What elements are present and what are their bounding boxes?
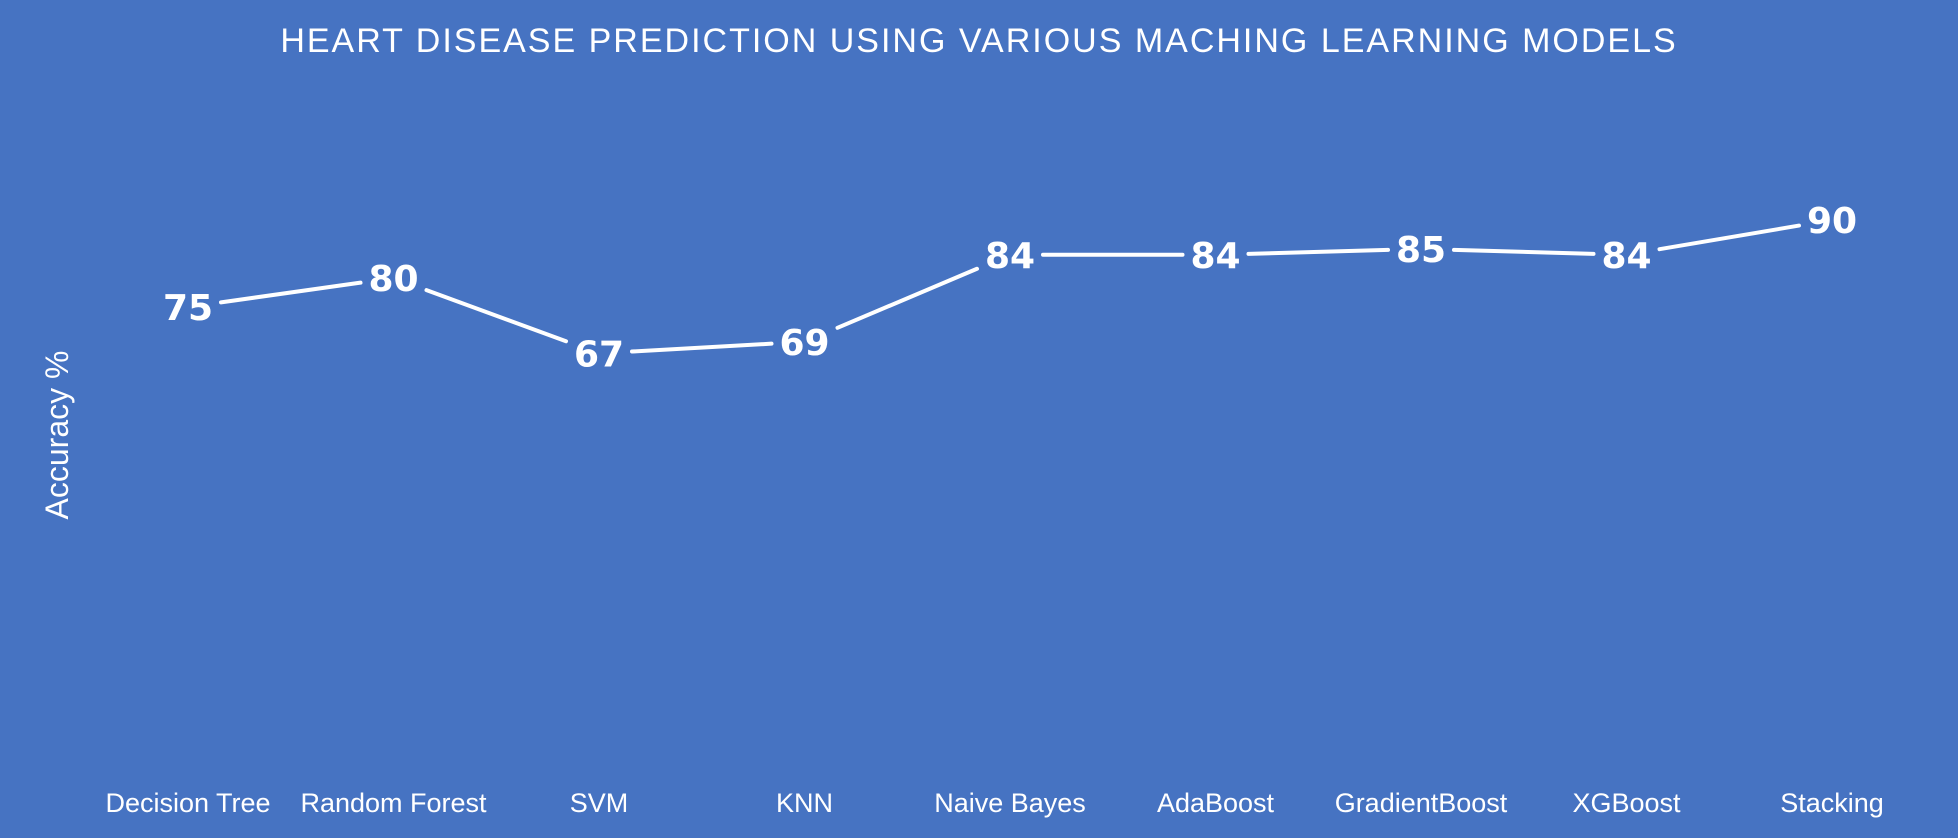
- category-label: XGBoost: [1572, 788, 1681, 818]
- category-label: GradientBoost: [1335, 788, 1508, 818]
- line-segment: [219, 280, 363, 305]
- data-label: 84: [1190, 236, 1240, 277]
- chart-title: HEART DISEASE PREDICTION USING VARIOUS M…: [280, 22, 1677, 60]
- category-labels: Decision Tree Random Forest SVM KNN Naive Ba…: [105, 788, 1883, 818]
- data-label: 67: [574, 334, 624, 375]
- data-label: 75: [163, 288, 213, 329]
- data-labels: 75 80 67 69 84 84 85 84 90: [163, 201, 1857, 375]
- category-label: AdaBoost: [1157, 788, 1275, 818]
- line-segment: [630, 341, 774, 354]
- line-segment: [1452, 247, 1596, 256]
- category-label: Random Forest: [300, 788, 487, 818]
- data-label: 80: [368, 259, 418, 300]
- category-label: SVM: [570, 788, 629, 818]
- line-segment: [1657, 223, 1801, 252]
- category-label: Stacking: [1780, 788, 1884, 818]
- data-label: 69: [779, 323, 829, 364]
- category-label: KNN: [776, 788, 833, 818]
- category-label: Decision Tree: [105, 788, 270, 818]
- drop-lines: [187, 243, 1833, 760]
- data-label: 90: [1807, 201, 1857, 242]
- line-segment: [424, 288, 568, 344]
- line-segment: [835, 266, 979, 330]
- line-segment: [1246, 247, 1390, 256]
- data-label: 84: [985, 236, 1035, 277]
- category-label: Naive Bayes: [934, 788, 1086, 818]
- series-line: [219, 223, 1801, 354]
- data-label: 85: [1396, 230, 1446, 271]
- y-axis-label: Accuracy %: [39, 351, 75, 520]
- data-label: 84: [1601, 236, 1651, 277]
